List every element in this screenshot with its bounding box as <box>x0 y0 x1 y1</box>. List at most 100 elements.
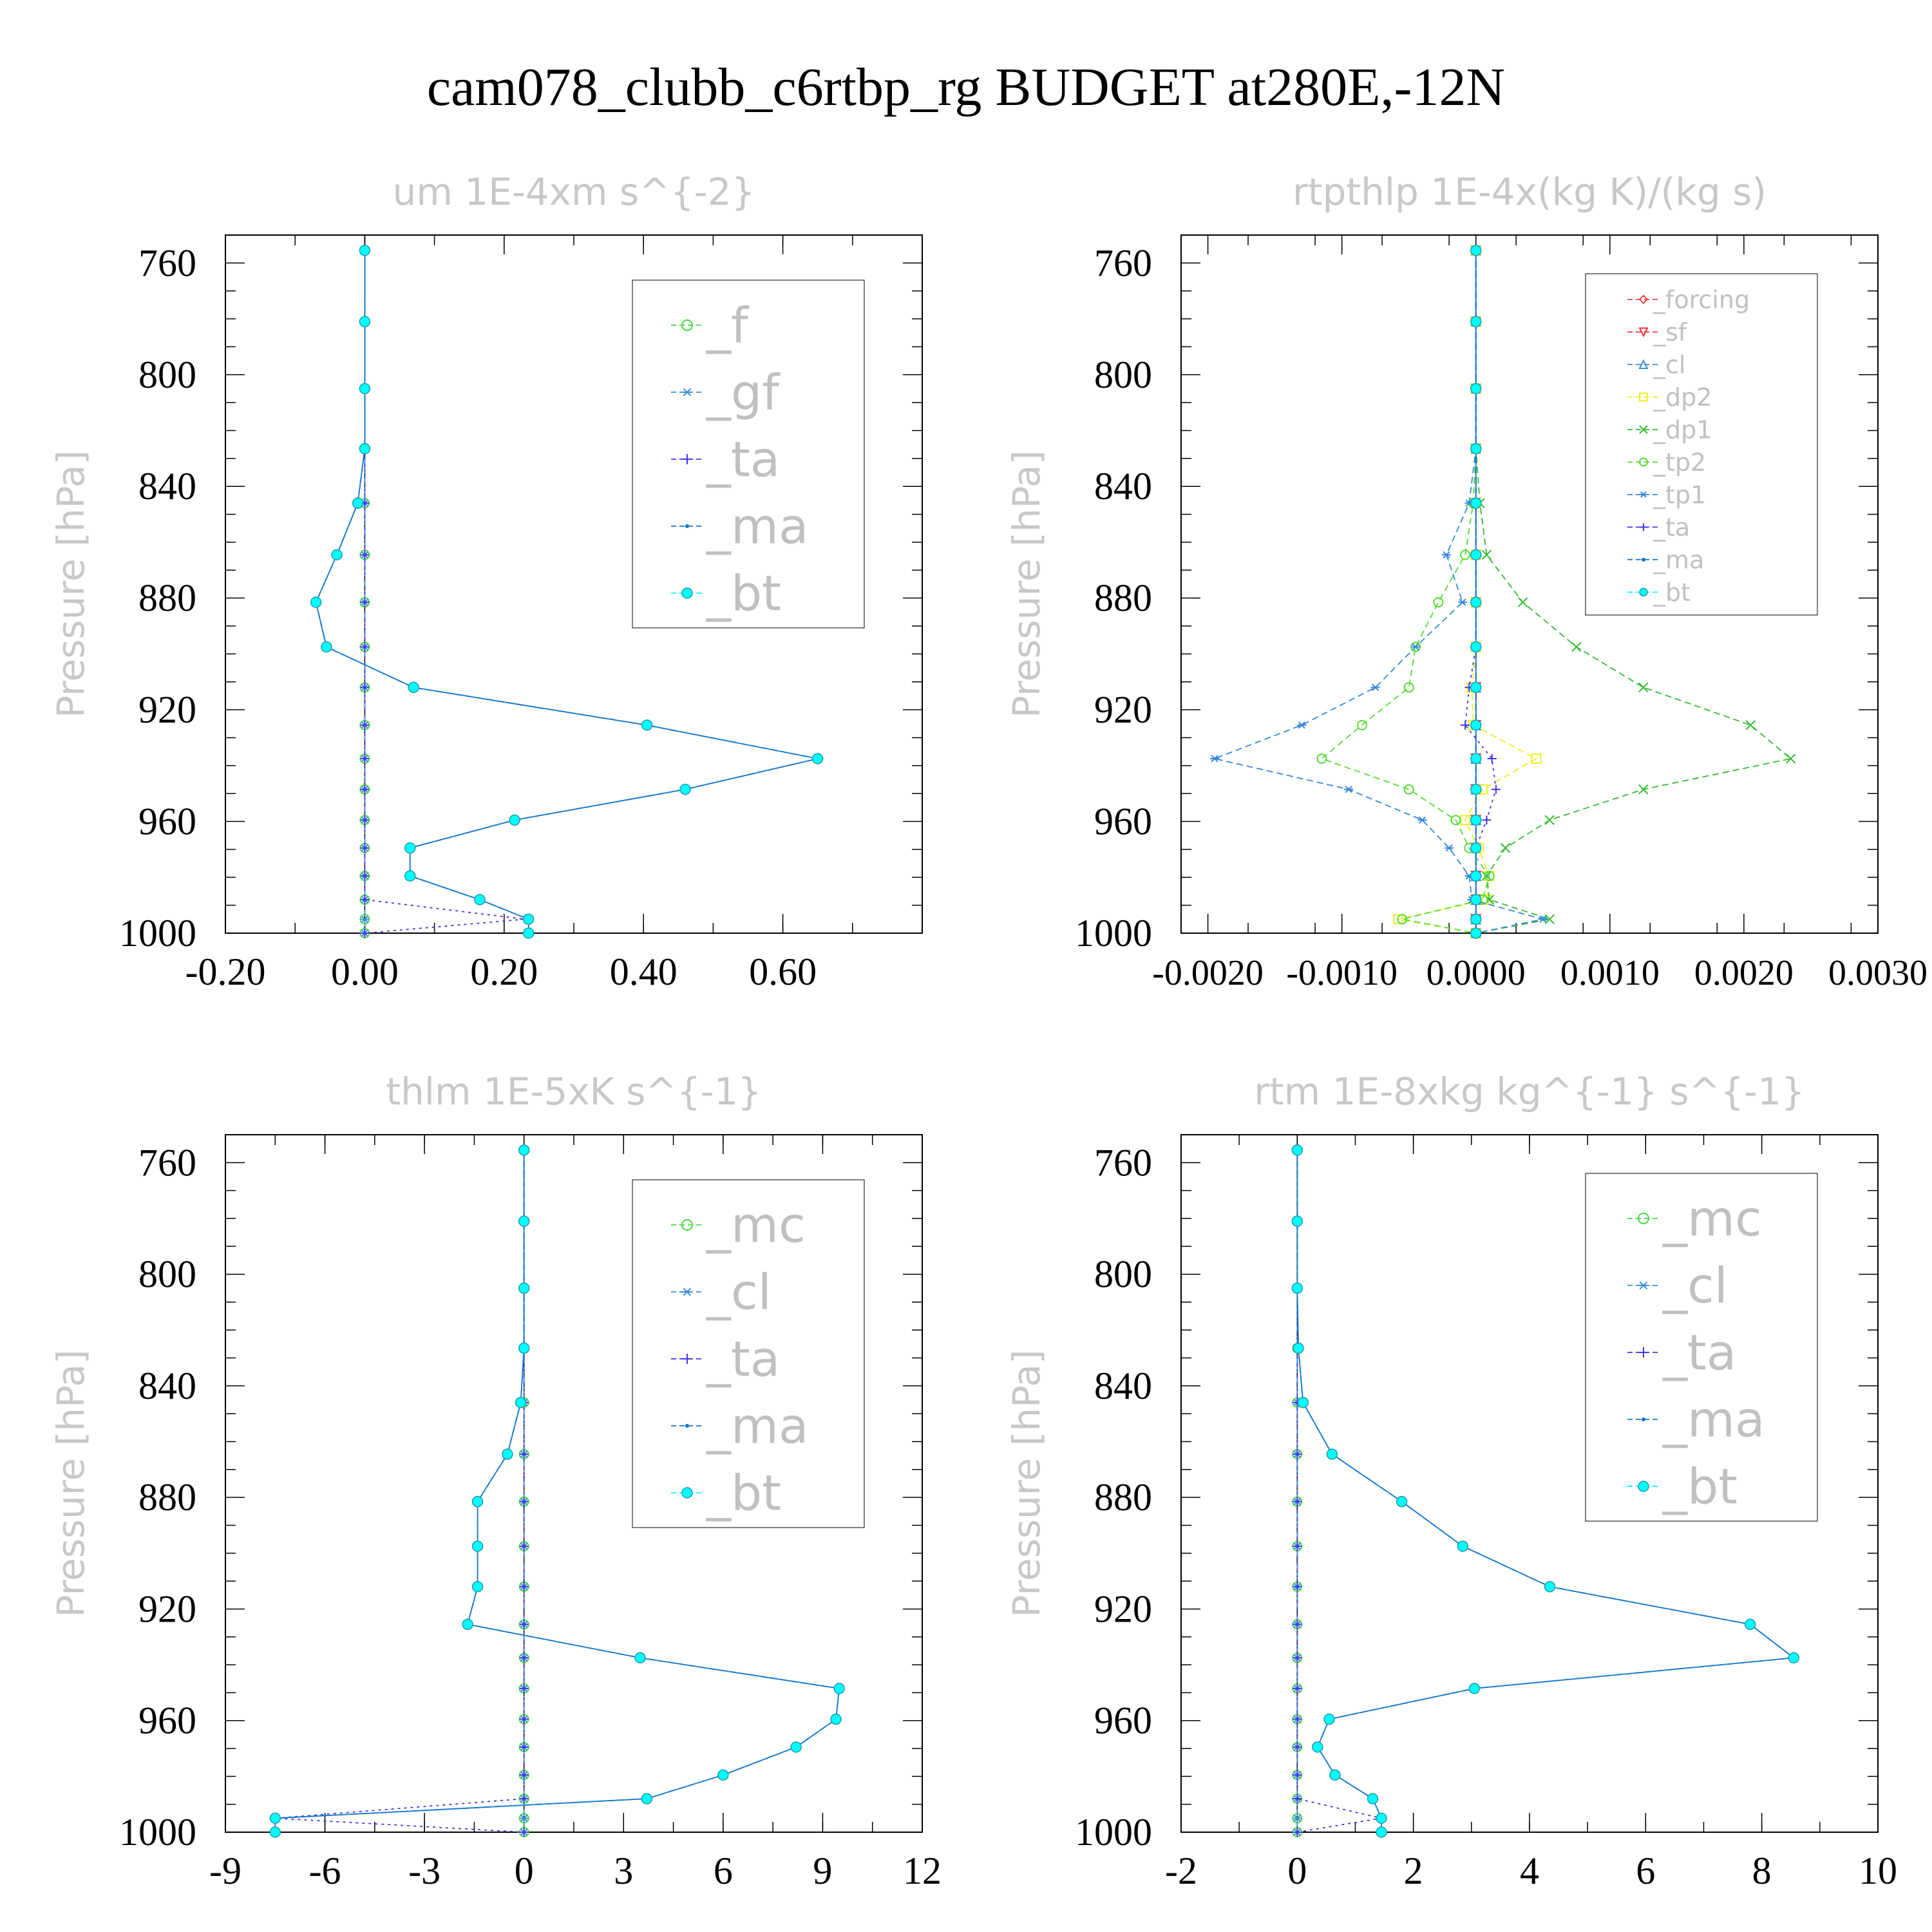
x-tick-label: 9 <box>813 1850 832 1892</box>
legend-marker <box>1638 1347 1649 1358</box>
data-point <box>1538 915 1548 923</box>
legend-marker <box>1639 587 1648 597</box>
legend-marker <box>1639 392 1648 402</box>
data-point <box>1293 1714 1302 1724</box>
data-point <box>811 753 824 764</box>
legend-marker <box>685 1424 689 1428</box>
data-point <box>518 1215 530 1227</box>
y-tick-label: 1000 <box>119 912 196 954</box>
data-point <box>1500 843 1511 853</box>
legend-box <box>632 1179 865 1528</box>
y-tick-label: 880 <box>1094 577 1152 620</box>
x-tick-label: 0 <box>1287 1850 1307 1892</box>
data-point <box>519 1828 529 1837</box>
panel-title: thlm 1E-5xK s^{-1} <box>386 1070 761 1113</box>
data-point <box>360 598 370 607</box>
series-line <box>364 250 526 934</box>
legend-marker <box>1638 359 1649 369</box>
data-point <box>1417 816 1427 824</box>
data-point <box>1293 1742 1302 1752</box>
data-point <box>1481 871 1492 881</box>
x-tick-label: -0.0010 <box>1286 953 1397 993</box>
data-point <box>1397 914 1408 925</box>
data-point <box>522 913 535 925</box>
series-line <box>274 1150 840 1832</box>
x-tick-label: -3 <box>408 1850 440 1892</box>
data-point <box>1411 643 1421 651</box>
data-point <box>519 1620 529 1629</box>
legend-label: _ma <box>1653 545 1704 574</box>
legend-label: _dp2 <box>1653 383 1712 412</box>
x-tick-label: 0.00 <box>331 951 399 993</box>
legend-marker <box>685 524 689 528</box>
legend-label: _mc <box>1662 1190 1762 1247</box>
data-point <box>1638 682 1649 693</box>
legend-label: _sf <box>1653 318 1688 346</box>
data-point <box>1470 442 1482 455</box>
data-point <box>1460 549 1471 560</box>
y-tick-label: 760 <box>138 1141 196 1184</box>
legend-label: _gf <box>706 364 781 421</box>
y-axis-label: Pressure [hPa] <box>1005 450 1048 718</box>
data-point <box>1470 783 1482 795</box>
data-point <box>1470 753 1482 764</box>
data-point <box>679 783 691 795</box>
x-tick-label: 8 <box>1752 1850 1772 1892</box>
data-point <box>833 1683 845 1694</box>
data-point <box>790 1741 802 1753</box>
legend-box <box>1585 273 1818 616</box>
data-point <box>1457 598 1467 606</box>
legend-label: _dp1 <box>1653 415 1712 444</box>
data-point <box>1491 784 1501 794</box>
data-point <box>1517 597 1528 607</box>
data-point <box>359 316 371 328</box>
y-tick-label: 880 <box>1094 1476 1152 1519</box>
x-tick-label: -0.20 <box>185 951 266 993</box>
data-point <box>1470 870 1482 882</box>
y-tick-label: 800 <box>138 354 196 396</box>
x-tick-label: 0.40 <box>610 951 677 993</box>
data-point <box>1293 1541 1302 1551</box>
data-point <box>359 383 371 395</box>
y-tick-label: 960 <box>1094 800 1152 843</box>
legend-label: _ma <box>706 498 809 555</box>
legend-marker <box>1639 425 1648 434</box>
data-point <box>1544 815 1555 826</box>
data-point <box>515 1397 527 1408</box>
data-point <box>1293 1653 1302 1663</box>
data-point <box>360 754 370 763</box>
data-point <box>321 641 332 653</box>
legend-label: _forcing <box>1653 285 1750 314</box>
data-point <box>1367 1793 1379 1804</box>
legend-label: _bt <box>1662 1458 1738 1515</box>
data-point <box>519 1653 529 1663</box>
data-point <box>509 814 520 826</box>
data-point <box>1293 1828 1302 1837</box>
data-point <box>1396 1495 1408 1508</box>
legend-marker <box>1642 1417 1645 1421</box>
data-point <box>519 1770 529 1780</box>
figure-title: cam078_clubb_c6rtbp_rg BUDGET at280E,-12… <box>427 57 1505 117</box>
x-tick-label: 6 <box>1636 1850 1655 1892</box>
data-point <box>519 1497 529 1506</box>
data-point <box>1470 497 1482 509</box>
legend-label: _cl <box>706 1264 772 1321</box>
data-point <box>310 596 322 608</box>
legend-marker <box>681 1219 693 1231</box>
y-tick-label: 840 <box>1094 1365 1152 1407</box>
legend-label: _ta <box>1662 1324 1736 1381</box>
y-tick-label: 760 <box>138 242 196 284</box>
data-point <box>1544 1581 1556 1593</box>
plot-frame <box>1180 234 1879 934</box>
data-point <box>522 927 535 939</box>
legend-label: _ta <box>1653 513 1690 542</box>
legend-label: _ta <box>706 1331 780 1388</box>
data-point <box>1210 755 1220 762</box>
legend-marker <box>1638 1213 1649 1224</box>
data-point <box>1470 927 1482 939</box>
y-tick-label: 920 <box>1094 688 1152 731</box>
chart-panel-3: thlm 1E-5xK s^{-1}7608008408809209601000… <box>49 1070 942 1892</box>
legend-marker <box>1638 327 1649 337</box>
x-tick-label: 0.0020 <box>1694 953 1794 993</box>
